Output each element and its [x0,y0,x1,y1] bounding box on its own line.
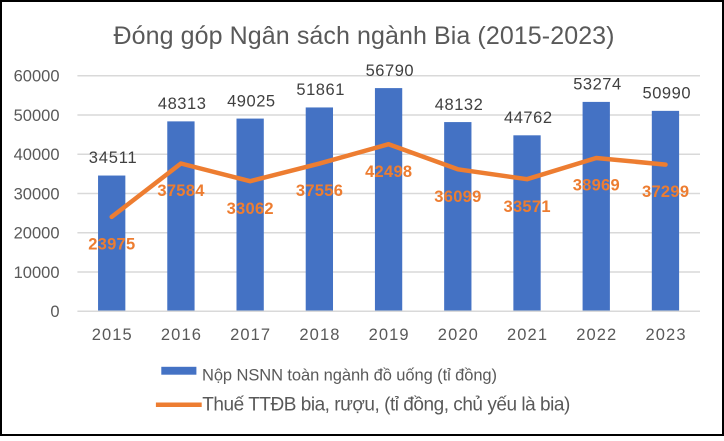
svg-text:Nộp NSNN toàn ngành đồ uống (t: Nộp NSNN toàn ngành đồ uống (tỉ đồng) [202,367,497,385]
svg-text:10000: 10000 [14,264,60,282]
svg-text:50000: 50000 [14,107,60,125]
svg-text:60000: 60000 [14,68,60,86]
svg-text:2023: 2023 [646,326,686,344]
svg-text:2015: 2015 [92,326,132,344]
svg-text:33571: 33571 [504,198,551,216]
svg-text:37584: 37584 [157,182,205,200]
svg-text:Thuế TTĐB bia, rượu, (tỉ đồng,: Thuế TTĐB bia, rượu, (tỉ đồng, chủ yếu l… [202,395,570,416]
svg-text:2016: 2016 [161,326,201,344]
svg-text:2020: 2020 [438,326,478,344]
svg-text:2017: 2017 [230,326,270,344]
svg-text:49025: 49025 [227,92,275,110]
svg-text:23975: 23975 [88,236,135,254]
svg-text:2021: 2021 [507,326,547,344]
svg-text:30000: 30000 [14,185,60,203]
svg-text:48132: 48132 [435,96,483,114]
svg-text:2019: 2019 [369,326,409,344]
svg-text:48313: 48313 [158,95,206,113]
svg-text:56790: 56790 [366,62,414,80]
svg-text:50990: 50990 [643,85,691,103]
svg-text:Đóng góp Ngân sách ngành Bia (: Đóng góp Ngân sách ngành Bia (2015-2023) [114,22,615,50]
svg-text:34511: 34511 [89,149,137,167]
svg-text:0: 0 [50,303,59,321]
svg-text:20000: 20000 [14,225,60,243]
svg-text:37299: 37299 [642,183,689,201]
svg-text:2018: 2018 [299,326,339,344]
svg-text:38969: 38969 [573,177,620,195]
svg-text:51861: 51861 [296,81,344,99]
svg-text:40000: 40000 [14,146,60,164]
svg-text:36099: 36099 [434,188,481,206]
svg-text:53274: 53274 [573,76,621,94]
svg-text:44762: 44762 [504,109,552,127]
svg-text:37556: 37556 [296,182,343,200]
svg-text:2022: 2022 [576,326,616,344]
svg-text:42498: 42498 [365,163,412,181]
svg-text:33062: 33062 [227,200,274,218]
